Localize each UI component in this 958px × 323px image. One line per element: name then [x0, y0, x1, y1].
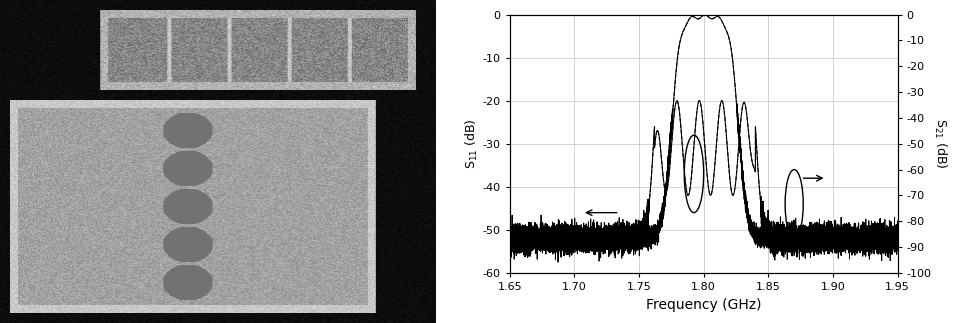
Y-axis label: S$_{11}$ (dB): S$_{11}$ (dB) [464, 118, 480, 169]
Y-axis label: S$_{21}$ (dB): S$_{21}$ (dB) [932, 118, 948, 169]
X-axis label: Frequency (GHz): Frequency (GHz) [646, 297, 762, 311]
